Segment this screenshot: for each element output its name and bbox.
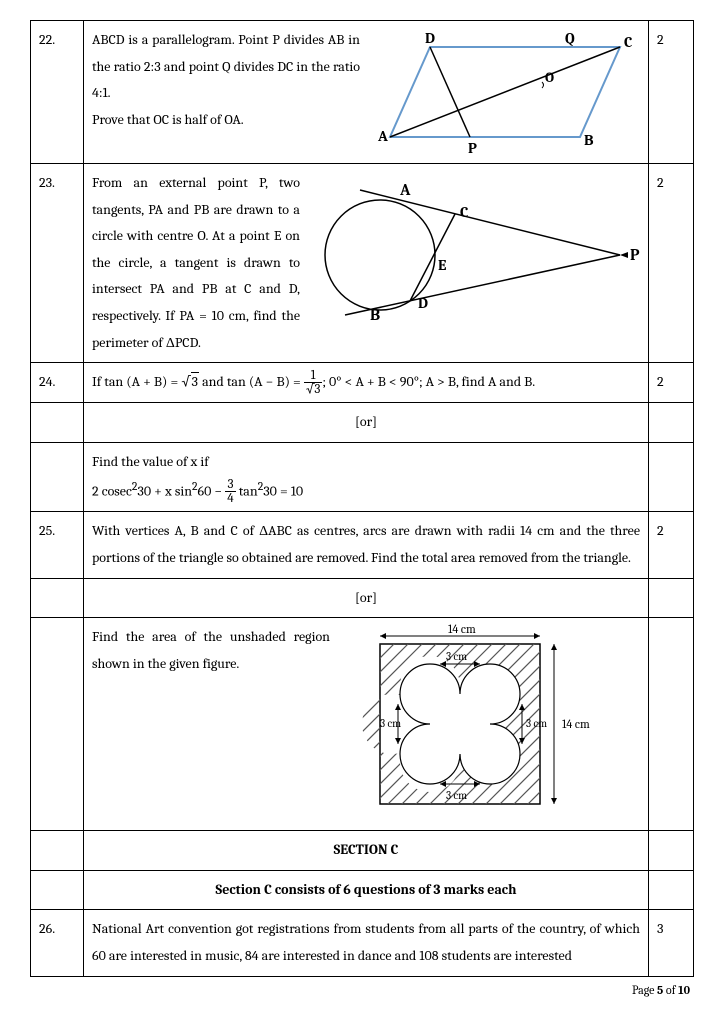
svg-text:C: C: [460, 203, 468, 221]
question-number: [31, 618, 84, 831]
svg-text:B: B: [370, 306, 380, 324]
question-number: 24.: [31, 363, 84, 403]
svg-text:P: P: [630, 246, 640, 264]
svg-text:D: D: [425, 29, 435, 47]
question-marks: 3: [649, 910, 694, 976]
svg-text:3 cm: 3 cm: [380, 717, 401, 730]
question-number: 25.: [31, 512, 84, 578]
section-header: SECTION C: [84, 831, 649, 871]
svg-text:14 cm: 14 cm: [448, 624, 476, 636]
or-divider: [or]: [84, 578, 649, 618]
svg-text:B: B: [584, 131, 594, 149]
svg-text:O: O: [545, 69, 554, 86]
question-figure: 14 cm 14 cm 3 cm 3 cm 3 cm 3 cm: [340, 624, 640, 824]
question-number: 26.: [31, 910, 84, 976]
svg-text:A: A: [377, 127, 388, 145]
question-text: Find the area of the unshaded region sho…: [92, 624, 330, 677]
svg-text:C: C: [624, 33, 632, 51]
footer-prefix: Page: [632, 983, 657, 997]
svg-text:3 cm: 3 cm: [446, 650, 467, 663]
section-header: Section C consists of 6 questions of 3 m…: [84, 870, 649, 910]
question-text: ABCD is a parallelogram. Point P divides…: [92, 27, 360, 133]
footer-total: 10: [678, 983, 690, 997]
footer-of: of: [663, 983, 678, 997]
svg-text:E: E: [438, 256, 447, 274]
svg-text:14 cm: 14 cm: [562, 717, 590, 731]
question-number: 23.: [31, 164, 84, 363]
svg-text:P: P: [468, 139, 477, 157]
question-marks: 2: [649, 512, 694, 578]
or-divider: [or]: [84, 403, 649, 443]
question-number: 22.: [31, 21, 84, 164]
question-marks: [649, 618, 694, 831]
question-table: 22.ABCD is a parallelogram. Point P divi…: [30, 20, 694, 977]
question-marks: 2: [649, 21, 694, 164]
question-figure: A B C D E P: [310, 170, 640, 330]
svg-text:3 cm: 3 cm: [526, 717, 547, 730]
question-text: From an external point P, two tangents, …: [92, 170, 300, 356]
svg-text:D: D: [418, 294, 428, 312]
question-figure: D C A B P Q O: [370, 27, 640, 157]
svg-text:Q: Q: [565, 29, 575, 47]
question-text: Find the value of x if2 cosec230 + x sin…: [92, 449, 640, 505]
svg-text:A: A: [399, 181, 411, 199]
question-marks: 2: [649, 164, 694, 363]
svg-text:3 cm: 3 cm: [446, 789, 467, 802]
page-footer: Page 5 of 10: [30, 977, 694, 997]
question-text: National Art convention got registration…: [92, 916, 640, 969]
question-number: [31, 442, 84, 511]
question-marks: [649, 442, 694, 511]
question-marks: 2: [649, 363, 694, 403]
question-text: With vertices A, B and C of ΔABC as cent…: [92, 518, 640, 571]
question-text: If tan (A + B) = 3 and tan (A − B) = 1√3…: [92, 369, 640, 396]
